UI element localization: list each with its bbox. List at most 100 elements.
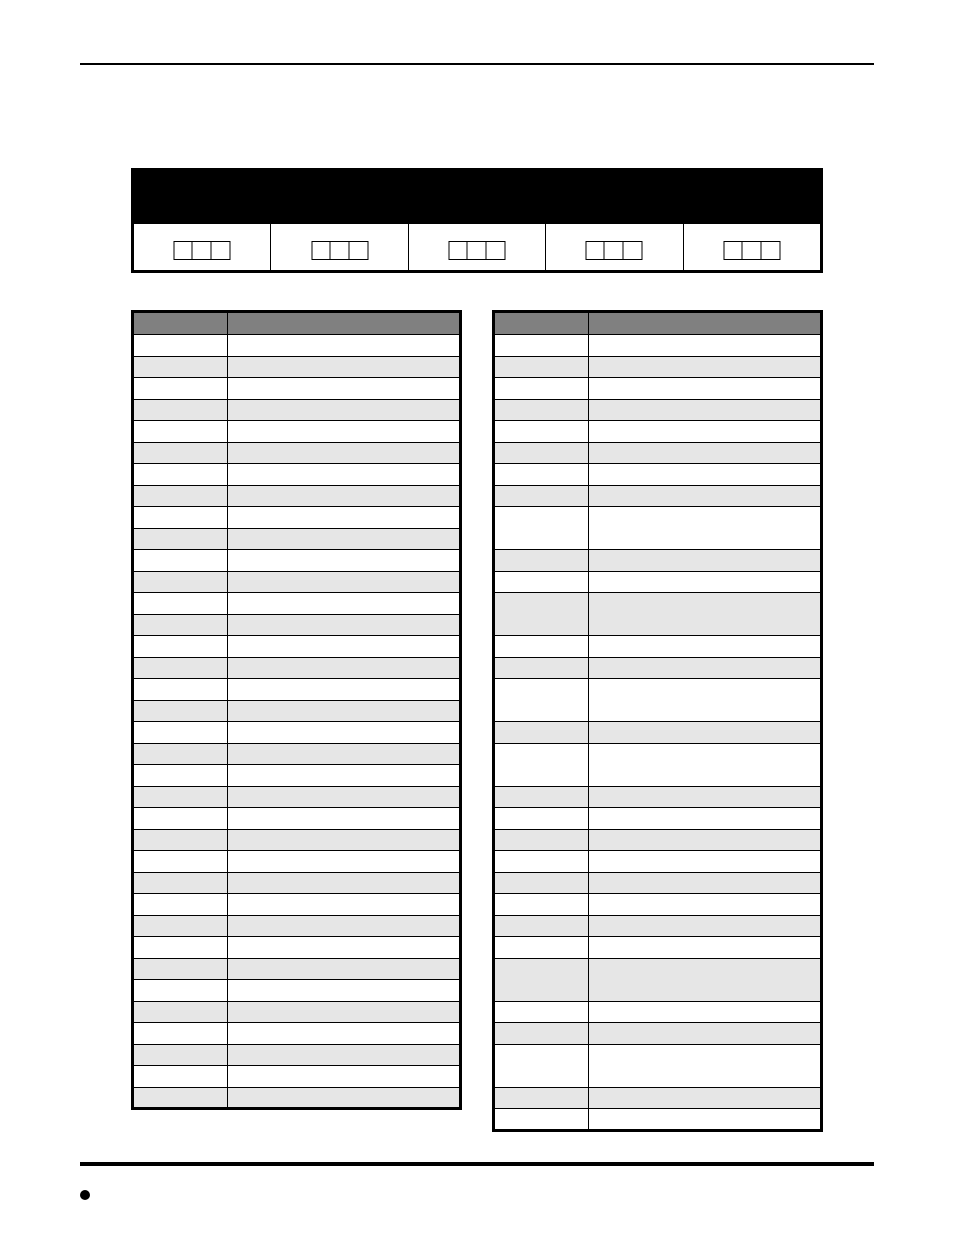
code-entry-boxes-2[interactable] [449,241,506,260]
cell-name [589,958,822,1001]
table-row [494,571,822,593]
cell-name [228,743,461,765]
cell-code [494,786,589,808]
code-entry-panel [131,168,823,273]
cell-code [494,808,589,830]
cell-name [228,851,461,873]
table-row [494,1023,822,1045]
cell-name [589,1001,822,1023]
code-table-right [492,310,823,1132]
cell-code [494,894,589,916]
cell-name [228,786,461,808]
table-row [494,335,822,357]
table-row [133,485,461,507]
cell-name [589,915,822,937]
cell-code [494,421,589,443]
table-row [133,1001,461,1023]
cell-name [228,507,461,529]
cell-code [133,442,228,464]
table-row [133,829,461,851]
table-row [133,872,461,894]
cell-name [228,528,461,550]
code-entry-boxes-0[interactable] [174,241,231,260]
cell-name [228,657,461,679]
table-row [133,765,461,787]
table-row [494,915,822,937]
cell-name [589,378,822,400]
cell-name [589,421,822,443]
cell-name [228,765,461,787]
cell-name [589,571,822,593]
col-header-name [589,312,822,335]
cell-code [133,1087,228,1109]
cell-code [494,378,589,400]
code-entry-title-band [134,171,820,224]
table-row [133,442,461,464]
cell-code [494,937,589,959]
cell-code [133,507,228,529]
table-row [133,786,461,808]
cell-name [589,894,822,916]
code-entry-boxes-1[interactable] [311,241,368,260]
cell-code [494,571,589,593]
col-header-name [228,312,461,335]
cell-name [589,657,822,679]
table-row [494,399,822,421]
cell-name [228,1044,461,1066]
table-row [494,507,822,550]
table-header-row [133,312,461,335]
cell-code [494,851,589,873]
cell-name [228,829,461,851]
table-row [494,851,822,873]
cell-code [133,335,228,357]
cell-code [494,872,589,894]
table-row [494,636,822,658]
table-row [133,722,461,744]
table-row [494,421,822,443]
table-row [133,851,461,873]
cell-code [494,335,589,357]
cell-name [228,593,461,615]
table-row [133,421,461,443]
cell-code [133,980,228,1002]
table-row [133,464,461,486]
cell-code [494,636,589,658]
col-header-code [494,312,589,335]
table-row [494,679,822,722]
cell-name [589,356,822,378]
table-row [133,679,461,701]
table-header-row [494,312,822,335]
cell-name [589,1023,822,1045]
cell-code [133,421,228,443]
cell-name [228,958,461,980]
cell-code [133,378,228,400]
cell-name [228,464,461,486]
table-row [133,507,461,529]
cell-name [228,614,461,636]
table-row [494,958,822,1001]
cell-code [494,722,589,744]
code-entry-cell-3 [545,224,682,270]
cell-name [589,722,822,744]
cell-code [494,1109,589,1131]
table-row [494,937,822,959]
cell-code [133,851,228,873]
cell-name [228,1087,461,1109]
table-row [494,657,822,679]
cell-name [589,851,822,873]
table-row [494,356,822,378]
cell-code [494,442,589,464]
table-row [494,829,822,851]
cell-code [133,1044,228,1066]
table-row [494,550,822,572]
cell-name [228,485,461,507]
cell-name [589,464,822,486]
code-entry-boxes-4[interactable] [723,241,780,260]
table-row [494,808,822,830]
cell-name [589,593,822,636]
code-entry-boxes-3[interactable] [586,241,643,260]
cell-code [494,356,589,378]
cell-name [589,937,822,959]
table-row [133,399,461,421]
table-row [133,980,461,1002]
